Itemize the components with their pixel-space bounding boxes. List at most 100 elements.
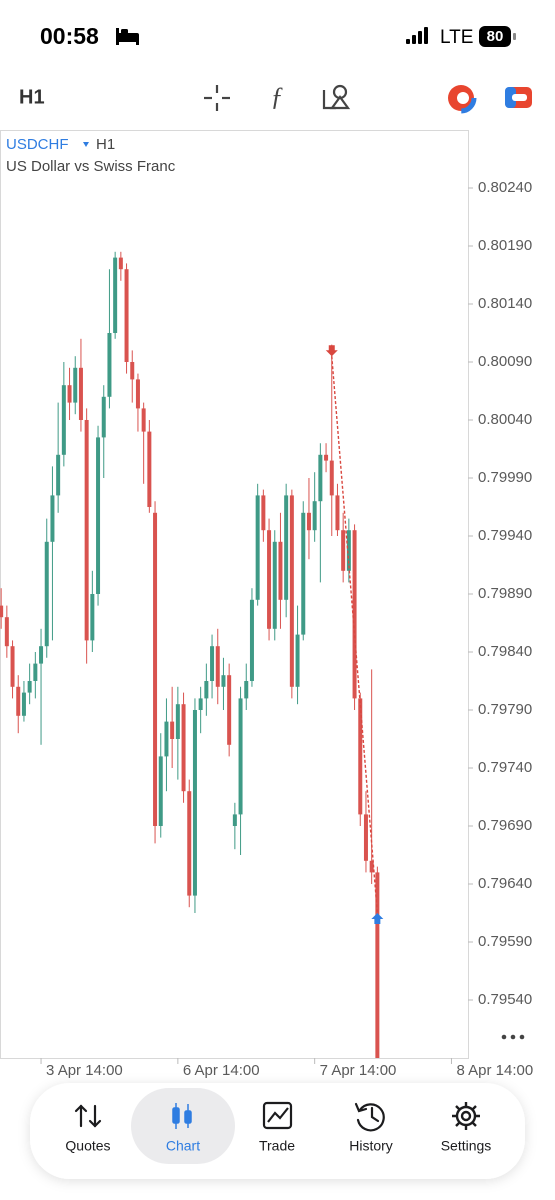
- active-tab-highlight: [131, 1088, 235, 1164]
- tab-label[interactable]: Chart: [166, 1138, 200, 1154]
- y-tick-label: 0.79990: [478, 469, 532, 486]
- tab-label[interactable]: Settings: [441, 1138, 492, 1154]
- settings-icon[interactable]: [452, 1102, 480, 1130]
- y-tick-label: 0.79940: [478, 527, 532, 544]
- candle-body: [192, 710, 197, 896]
- x-tick-label: 6 Apr 14:00: [183, 1062, 260, 1079]
- candle-body: [56, 454, 61, 496]
- trade-icon[interactable]: [445, 82, 477, 114]
- status-time: 00:58: [40, 23, 99, 49]
- candle-body: [204, 681, 209, 699]
- candle-body: [33, 663, 38, 681]
- candle-body: [118, 257, 123, 270]
- candle-body: [324, 454, 329, 461]
- timeframe-button[interactable]: H1: [19, 86, 45, 108]
- candle-body: [158, 756, 163, 826]
- candle-body: [341, 530, 346, 571]
- symbol-label[interactable]: USDCHF: [6, 136, 69, 153]
- candle-body: [130, 362, 135, 380]
- candle-body: [10, 646, 15, 687]
- candle-body: [244, 681, 249, 699]
- candle-body: [375, 872, 380, 1058]
- x-tick-label: 3 Apr 14:00: [46, 1062, 123, 1079]
- candle-body: [141, 408, 146, 432]
- candle-body: [27, 681, 32, 693]
- y-tick-label: 0.79740: [478, 759, 532, 776]
- candle-body: [289, 495, 294, 687]
- network-label: LTE: [440, 27, 473, 48]
- chart-timeframe: H1: [96, 136, 115, 153]
- history-icon[interactable]: [354, 1102, 385, 1132]
- candle-body: [215, 646, 220, 687]
- y-tick-label: 0.80090: [478, 353, 532, 370]
- sell-arrow: [325, 345, 338, 357]
- candle-body: [232, 814, 237, 826]
- candle-body: [221, 675, 226, 687]
- candle-body: [238, 698, 243, 815]
- y-tick-label: 0.80040: [478, 411, 532, 428]
- plot-area: [0, 251, 384, 1058]
- candle-body: [78, 367, 83, 420]
- crosshair-button[interactable]: [204, 85, 230, 111]
- candle-body: [267, 530, 272, 629]
- candle-body: [147, 431, 152, 507]
- candle-body: [346, 530, 351, 571]
- y-tick-label: 0.79690: [478, 817, 532, 834]
- candle-body: [164, 721, 169, 757]
- candle-body: [295, 634, 300, 687]
- symbol-dropdown[interactable]: [83, 142, 89, 147]
- y-tick-label: 0.79590: [478, 933, 532, 950]
- account-icon[interactable]: [505, 87, 532, 108]
- candle-body: [67, 385, 72, 403]
- candle-body: [90, 594, 95, 641]
- candle-body: [4, 617, 9, 647]
- candle-body: [284, 495, 289, 600]
- candle-body: [329, 460, 334, 496]
- plot-frame: [0, 130, 469, 1059]
- candle-body: [153, 512, 158, 826]
- objects-button[interactable]: [322, 84, 351, 110]
- candle-body: [187, 791, 192, 896]
- candle-body: [96, 437, 101, 594]
- candle-body: [73, 367, 78, 403]
- candle-body: [210, 646, 215, 681]
- buy-arrow: [371, 913, 384, 924]
- candle-body: [124, 269, 129, 362]
- indicators-button[interactable]: ƒ: [271, 82, 284, 111]
- candle-body: [107, 333, 112, 397]
- y-tick-label: 0.79640: [478, 875, 532, 892]
- battery-tip: [513, 33, 516, 40]
- candle-body: [227, 675, 232, 745]
- trade-tab-icon[interactable]: [262, 1101, 293, 1130]
- candle-body: [101, 396, 106, 438]
- candle-body: [335, 495, 340, 531]
- candle-body: [39, 646, 44, 664]
- candle-body: [301, 512, 306, 635]
- candle-body: [306, 512, 311, 531]
- candle-body: [113, 257, 118, 333]
- candle-body: [50, 495, 55, 542]
- x-tick-label: 7 Apr 14:00: [320, 1062, 397, 1079]
- candle-body: [363, 814, 368, 861]
- sleep-icon: [116, 28, 139, 45]
- tab-label[interactable]: Quotes: [65, 1138, 110, 1154]
- candle-body: [352, 530, 357, 699]
- x-tick-label: 8 Apr 14:00: [456, 1062, 533, 1079]
- candle-body: [16, 686, 21, 716]
- more-button[interactable]: [501, 1034, 525, 1040]
- trade-line: [331, 356, 379, 914]
- signal-icon: [406, 27, 428, 44]
- candle-body: [249, 599, 254, 681]
- candle-body: [61, 385, 66, 455]
- candle-body: [170, 721, 175, 739]
- candle-body: [21, 692, 26, 716]
- candle-body: [369, 860, 374, 873]
- quotes-icon[interactable]: [74, 1104, 102, 1128]
- chart-icon[interactable]: [172, 1103, 192, 1129]
- tab-label[interactable]: History: [349, 1138, 393, 1154]
- y-tick-label: 0.80140: [478, 295, 532, 312]
- y-tick-label: 0.79890: [478, 585, 532, 602]
- tab-label[interactable]: Trade: [259, 1138, 295, 1154]
- candle-body: [312, 501, 317, 531]
